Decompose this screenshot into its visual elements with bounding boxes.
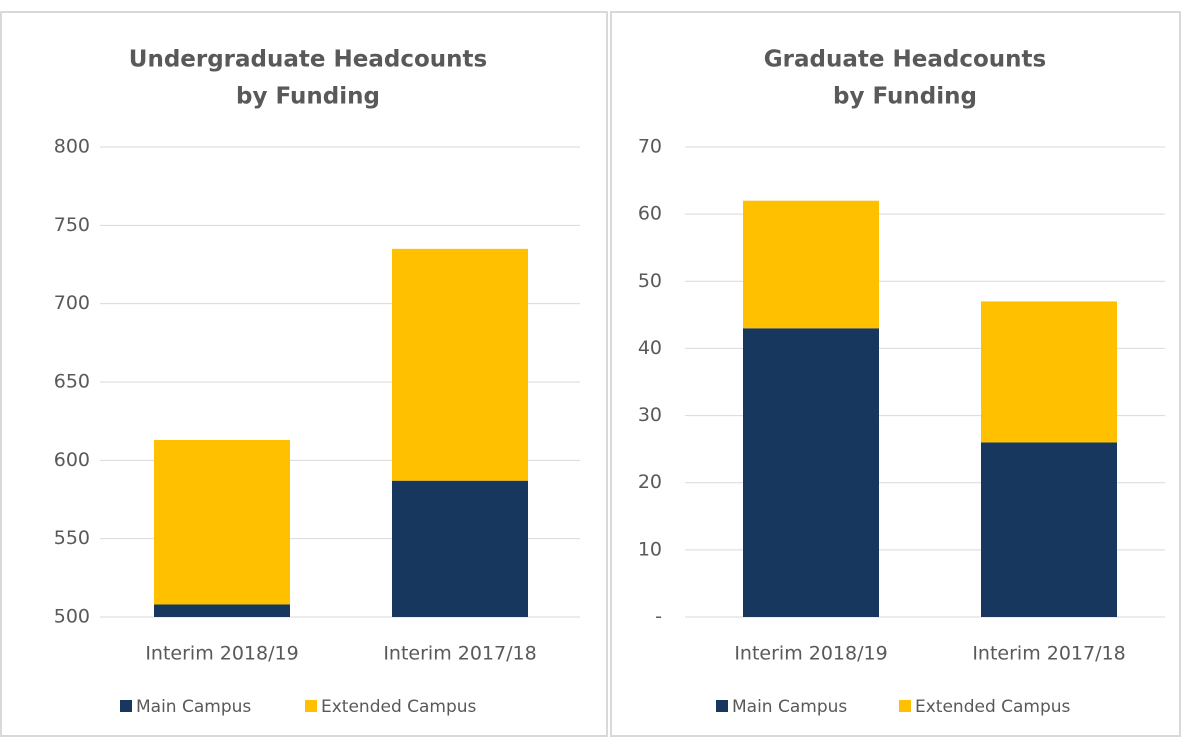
bar-segment xyxy=(392,248,528,481)
y-tick-label: 10 xyxy=(638,538,662,560)
x-tick-label: Interim 2018/19 xyxy=(145,643,298,665)
y-tick-label: 600 xyxy=(54,449,90,471)
x-tick-label: Interim 2017/18 xyxy=(972,643,1125,665)
y-tick-label: 40 xyxy=(638,337,662,359)
legend-swatch xyxy=(120,700,132,712)
y-tick-label: 50 xyxy=(638,270,662,292)
legend-label: Main Campus xyxy=(732,697,847,717)
y-tick-label: 550 xyxy=(54,527,90,549)
bar-segment xyxy=(981,442,1117,617)
chart-title: by Funding xyxy=(236,84,380,110)
bar-segment xyxy=(743,328,879,617)
panel-border xyxy=(610,11,1181,737)
y-tick-label: 700 xyxy=(54,292,90,314)
y-tick-label: 30 xyxy=(638,404,662,426)
bar-segment xyxy=(743,200,879,329)
x-tick-label: Interim 2017/18 xyxy=(383,643,536,665)
panel-border xyxy=(0,11,608,737)
bar-segment xyxy=(392,480,528,617)
bar-segment xyxy=(154,439,290,605)
y-tick-label: 800 xyxy=(54,136,90,158)
legend-swatch xyxy=(899,700,911,712)
chart-title: Undergraduate Headcounts xyxy=(129,47,487,73)
y-tick-label: 60 xyxy=(638,203,662,225)
legend-label: Extended Campus xyxy=(915,697,1071,717)
y-tick-label: 750 xyxy=(54,214,90,236)
bar-segment xyxy=(154,604,290,617)
y-tick-label: 650 xyxy=(54,371,90,393)
y-tick-label: 500 xyxy=(54,606,90,628)
chart-title: by Funding xyxy=(833,84,977,110)
legend-label: Extended Campus xyxy=(321,697,477,717)
legend-swatch xyxy=(305,700,317,712)
y-tick-label: 70 xyxy=(638,136,662,158)
bar-segment xyxy=(981,301,1117,443)
legend-label: Main Campus xyxy=(136,697,251,717)
x-tick-label: Interim 2018/19 xyxy=(734,643,887,665)
legend-swatch xyxy=(716,700,728,712)
chart-title: Graduate Headcounts xyxy=(764,47,1046,73)
y-tick-label: - xyxy=(655,606,662,628)
y-tick-label: 20 xyxy=(638,471,662,493)
